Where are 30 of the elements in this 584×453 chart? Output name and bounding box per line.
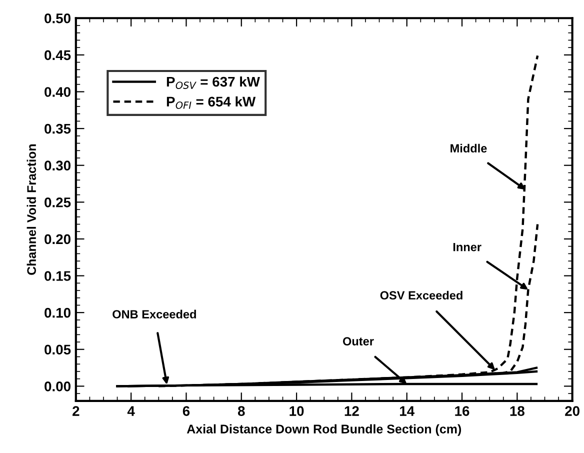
y-tick-label: 0.05 [44,344,71,355]
y-tick-label: 0.30 [44,160,70,171]
x-tick-label: 12 [344,406,359,416]
x-tick-label: 4 [127,406,135,416]
y-tick-label: 0.40 [44,87,70,97]
y-tick-label: 0.15 [44,271,71,281]
y-tick-label: 0.45 [44,50,71,60]
x-tick-label: 20 [565,406,580,416]
annotation: Middle [450,144,487,153]
annotation: Inner [453,243,482,252]
y-axis-title: Channel Void Fraction [26,144,36,275]
y-tick-label: 0.25 [44,197,71,208]
x-tick-label: 18 [510,406,524,416]
y-tick-label: 0.10 [44,308,70,318]
y-tick-label: 0.20 [44,234,70,244]
x-tick-label: 14 [400,406,415,416]
annotation: Outer [342,337,374,346]
x-tick-label: 10 [290,406,304,416]
x-tick-label: 6 [182,406,190,416]
y-tick-label: 0.00 [44,382,70,392]
x-tick-label: 8 [238,406,245,416]
y-tick-label: 0.35 [44,124,71,134]
x-tick-label: 2 [72,406,80,416]
y-tick-label: 0.50 [44,13,70,24]
annotation: OSV Exceeded [380,290,462,300]
legend-label: P$_{OFI}$ = 654 kW [166,96,256,109]
x-axis-title: Axial Distance Down Rod Bundle Section (cm) [186,424,462,436]
x-tick-label: 16 [455,406,470,416]
annotation: ONB Exceeded [112,310,196,318]
legend-label: P$_{OSV}$ = 637 kW [166,76,260,89]
